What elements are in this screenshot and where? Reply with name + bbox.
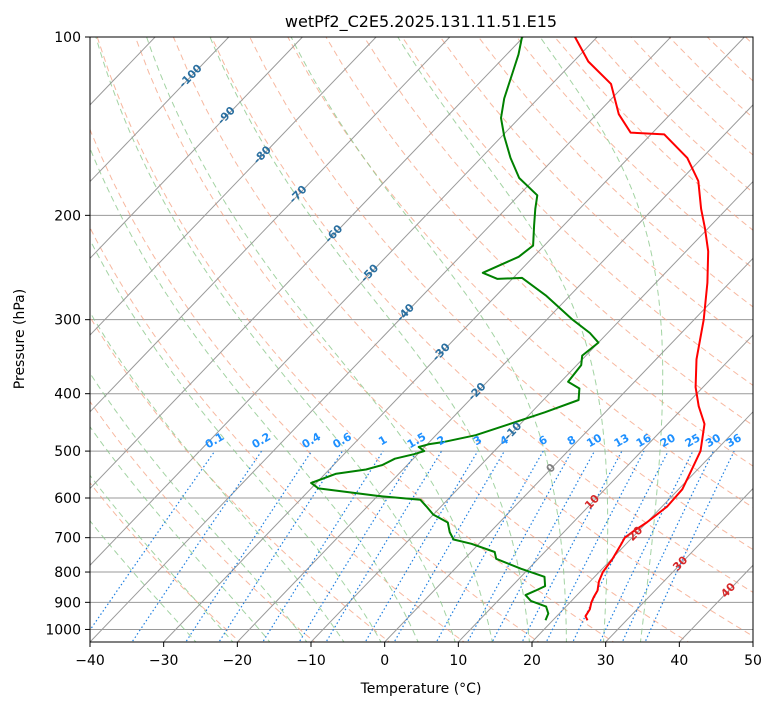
x-tick-label: 40 xyxy=(670,653,688,669)
mixing-ratio-line xyxy=(545,450,645,642)
dry-adiabat-line xyxy=(90,481,241,642)
y-tick-label: 500 xyxy=(54,444,81,460)
isotherm-line xyxy=(531,411,753,642)
x-tick-label: −30 xyxy=(149,653,179,669)
dry-adiabat-line xyxy=(90,400,316,642)
y-tick-label: 300 xyxy=(54,313,81,329)
plot-frame xyxy=(89,36,754,643)
x-tick-label: 20 xyxy=(523,653,541,669)
chart-title: wetPf2_C2E5.2025.131.11.51.E15 xyxy=(285,12,557,32)
isotherm-line xyxy=(90,37,672,642)
dry-adiabat-line xyxy=(90,226,465,642)
moist-adiabat-line xyxy=(90,311,345,642)
background-lines xyxy=(90,37,753,642)
moist-adiabat-line xyxy=(209,37,530,642)
dry-adiabat-line xyxy=(478,37,753,308)
temperature-profile xyxy=(574,37,710,621)
isotherm-line xyxy=(90,37,451,413)
moist-adiabat-line xyxy=(90,238,382,642)
isotherm-line xyxy=(457,334,753,642)
mixing-ratio-line xyxy=(185,450,313,642)
dewpoint-profile xyxy=(310,37,600,621)
moist-adiabat-line xyxy=(397,37,609,642)
isotherm-line xyxy=(90,37,230,183)
x-tick-label: −20 xyxy=(223,653,253,669)
mixing-ratio-line xyxy=(298,450,418,642)
x-tick-label: 10 xyxy=(449,653,467,669)
isotherm-line xyxy=(383,257,753,642)
mixing-ratio-line xyxy=(621,450,714,642)
isotherm-line xyxy=(162,37,746,642)
dry-adiabat-line xyxy=(90,128,540,642)
x-tick-label: 50 xyxy=(744,653,762,669)
mixing-ratio-line xyxy=(364,450,479,642)
mixing-ratio-line xyxy=(521,450,623,642)
isotherm-line xyxy=(236,104,753,642)
isotherm-line xyxy=(310,180,753,642)
isotherm-line xyxy=(604,487,753,642)
mixing-ratio-line xyxy=(90,450,216,632)
y-tick-label: 200 xyxy=(54,208,81,224)
moist-adiabat-line xyxy=(539,37,664,642)
moist-adiabat-line xyxy=(95,37,456,642)
x-tick-label: 30 xyxy=(597,653,615,669)
y-tick-label: 400 xyxy=(54,387,81,403)
moist-adiabat-line xyxy=(90,474,234,642)
y-tick-label: 900 xyxy=(54,595,81,611)
x-tick-label: −40 xyxy=(75,653,105,669)
y-tick-label: 600 xyxy=(54,491,81,507)
axes: −40 −30 −20 −10 0 10 20 30 40 50 100 200 300 400 500 60… xyxy=(45,30,762,669)
mixing-ratio-line xyxy=(491,450,596,642)
moist-adiabat-line xyxy=(290,37,567,642)
isotherm-line xyxy=(90,37,598,566)
dry-adiabat-line xyxy=(96,37,615,642)
x-tick-label: 0 xyxy=(380,653,389,669)
y-tick-label: 100 xyxy=(54,30,81,46)
x-axis-title: Temperature (°C) xyxy=(360,681,482,697)
mixing-ratio-line xyxy=(262,450,384,642)
isotherm-line xyxy=(90,37,525,490)
y-tick-label: 700 xyxy=(54,531,81,547)
y-tick-label: 1000 xyxy=(45,622,81,638)
mixing-ratio-line xyxy=(218,450,343,642)
mixing-ratio-line xyxy=(393,450,505,642)
sounding-profiles xyxy=(310,37,710,621)
x-tick-label: −10 xyxy=(296,653,326,669)
dry-adiabat-line xyxy=(90,316,391,642)
dry-adiabat-line xyxy=(172,37,753,637)
mixing-ratio-line xyxy=(644,450,735,642)
moist-adiabat-line xyxy=(146,37,493,642)
mixing-ratio-line xyxy=(131,450,263,642)
y-tick-label: 800 xyxy=(54,565,81,581)
moist-adiabat-line xyxy=(90,425,271,642)
y-axis-title: Pressure (hPa) xyxy=(12,289,28,389)
isotherm-line xyxy=(90,37,377,336)
isotherm-line xyxy=(90,37,304,260)
